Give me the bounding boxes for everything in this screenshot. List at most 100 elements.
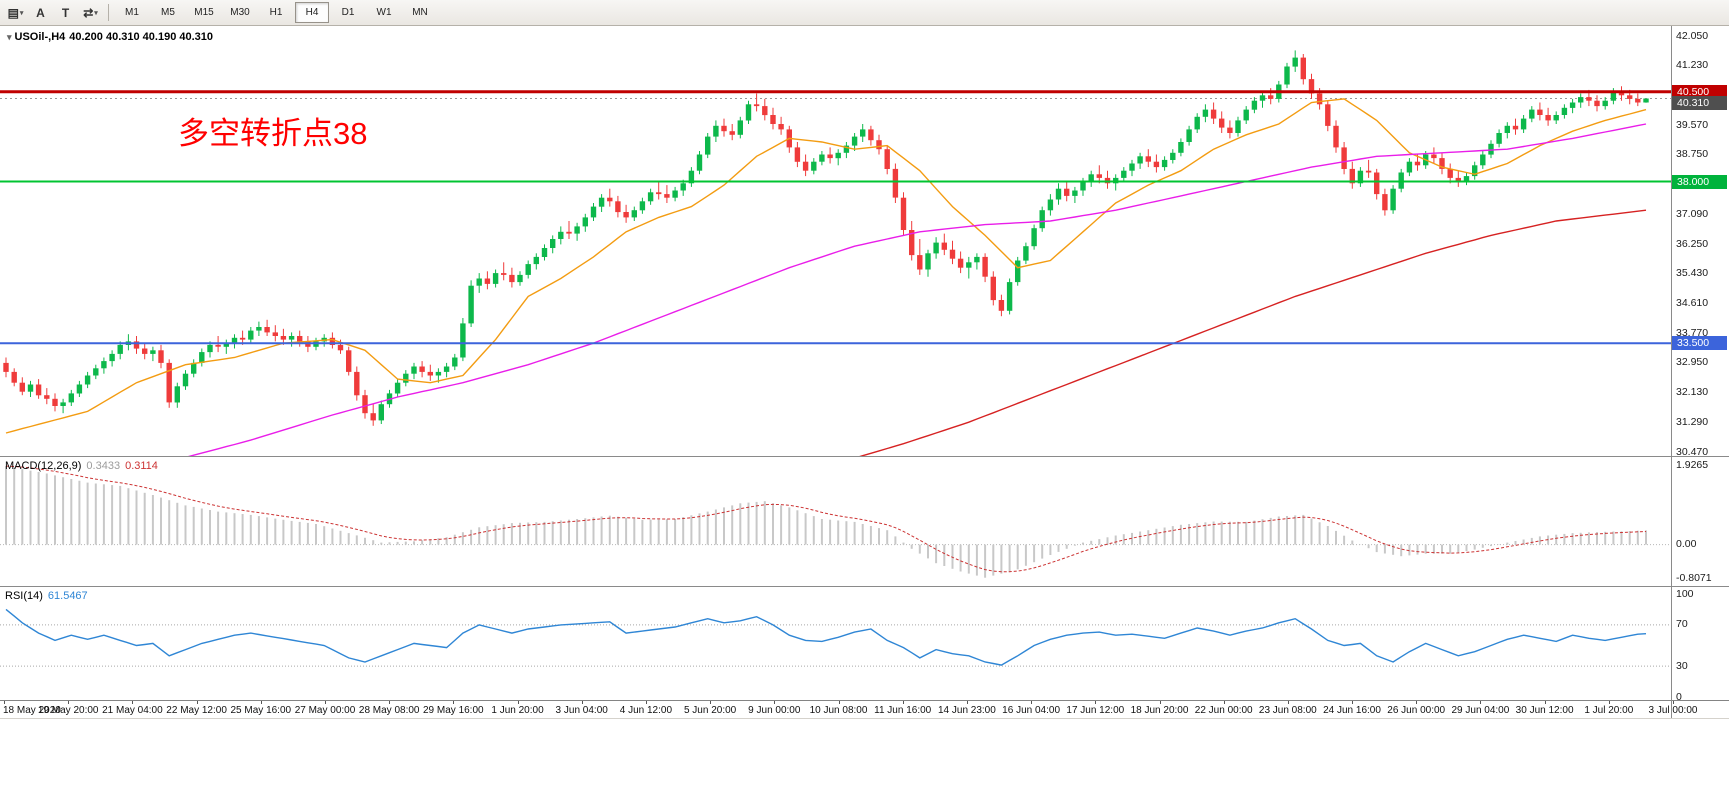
time-axis-label: 10 Jun 08:00 [809, 705, 868, 716]
macd-name: MACD(12,26,9) [5, 460, 82, 472]
time-axis-tick [1223, 701, 1225, 704]
time-axis-tick [453, 701, 455, 704]
time-axis-label: 1 Jun 20:00 [491, 705, 544, 716]
timeframe-mn-button[interactable]: MN [412, 7, 428, 18]
macd-main-value: 0.3433 [86, 460, 121, 472]
price-axis-tick: 100 [1676, 587, 1694, 600]
time-axis-label: 21 May 04:00 [102, 705, 163, 716]
text-annotation-icon: A [36, 5, 45, 20]
rsi-name: RSI(14) [5, 590, 43, 602]
price-axis-tick: 31.290 [1676, 416, 1709, 428]
time-axis-tick [1673, 701, 1674, 704]
time-axis-tick [1544, 701, 1546, 704]
time-axis-tick [1352, 701, 1353, 704]
timeframe-w1-button[interactable]: W1 [376, 7, 392, 18]
price-axis-tick: 0 [1676, 690, 1682, 703]
price-axis-tick: 30 [1676, 659, 1688, 672]
chart-annotation-text[interactable]: 多空转折点38 [178, 116, 368, 151]
time-axis-tick [1608, 701, 1610, 704]
time-axis-label: 3 Jul 00:00 [1648, 705, 1698, 716]
timeframe-m15-button[interactable]: M15 [194, 7, 214, 18]
price-axis-tick: -0.8071 [1676, 571, 1712, 584]
time-axis-label: 5 Jun 20:00 [683, 705, 737, 716]
time-axis-label: 26 Jun 00:00 [1387, 705, 1446, 716]
price-axis-tick: 39.570 [1676, 118, 1709, 131]
time-axis-label: 14 Jun 23:00 [937, 705, 996, 716]
time-axis-tick [132, 701, 134, 704]
macd-label: MACD(12,26,9) 0.3433 0.3114 [5, 460, 163, 472]
rsi-label: RSI(14) 61.5467 [5, 590, 93, 602]
time-axis-label: 19 May 20:00 [37, 705, 99, 716]
text-tool-icon: T [61, 5, 70, 20]
time-axis-label: 11 Jun 16:00 [874, 705, 932, 716]
timeframe-d1-button[interactable]: D1 [341, 7, 355, 18]
price-axis-tick: 1.9265 [1676, 458, 1709, 471]
macd-panel-canvas[interactable] [0, 457, 1671, 586]
time-axis-label: 23 Jun 08:00 [1258, 705, 1317, 716]
price-axis-tick: 32.950 [1676, 356, 1709, 369]
time-axis-tick [645, 701, 647, 704]
time-axis-tick [260, 701, 262, 704]
time-axis-label: 16 Jun 04:00 [1002, 705, 1061, 716]
timeframe-h1-button[interactable]: H1 [269, 7, 283, 18]
time-axis-tick [902, 701, 904, 704]
macd-signal-value: 0.3114 [125, 460, 158, 472]
rsi-panel-canvas[interactable] [0, 587, 1671, 700]
time-axis-label: 29 Jun 04:00 [1451, 705, 1510, 716]
symbol-switch-button[interactable]: ⇄ ▾ [78, 3, 103, 23]
symbol-period-label: USOil-,H4 [14, 31, 66, 43]
price-axis-tick: 35.430 [1676, 267, 1709, 280]
timeframe-m5-button[interactable]: M5 [161, 7, 175, 18]
time-axis-tick [1287, 701, 1289, 704]
time-axis-tick [1031, 701, 1033, 704]
time-axis-tick [966, 701, 968, 704]
timeframe-h4-button[interactable]: H4 [295, 2, 329, 23]
timeframe-m30-button[interactable]: M30 [230, 7, 250, 18]
current-price-badge: 40.310 [1672, 95, 1727, 110]
price-axis-border [1671, 26, 1672, 718]
time-axis-tick [774, 701, 776, 704]
rsi-value: 61.5467 [47, 590, 88, 602]
time-axis-tick [389, 701, 391, 704]
charts-list-button[interactable]: ▤ ▾ [3, 3, 28, 23]
time-axis-label: 24 Jun 16:00 [1323, 705, 1381, 716]
price-axis-tick: 36.250 [1676, 237, 1709, 250]
ohlc-values: 40.200 40.310 40.190 40.310 [69, 31, 214, 43]
time-axis-tick [517, 701, 519, 704]
timeframe-m1-button[interactable]: M1 [125, 7, 139, 18]
panel-divider-rsi[interactable] [0, 586, 1729, 587]
support-price-38-badge: 38.000 [1672, 174, 1727, 189]
price-axis-tick: 0.00 [1676, 538, 1697, 551]
time-axis-tick [1480, 701, 1482, 704]
time-axis-label: 25 May 16:00 [230, 705, 292, 716]
time-axis-tick [1095, 701, 1097, 704]
price-axis-tick: 37.090 [1676, 207, 1709, 220]
time-axis-label: 1 Jul 20:00 [1584, 705, 1634, 716]
support-price-335-badge: 33.500 [1672, 336, 1727, 351]
chevron-down-icon: ▾ [94, 9, 98, 17]
time-axis-label: 28 May 08:00 [358, 705, 420, 716]
text-tool-button[interactable]: T [53, 3, 78, 23]
time-axis-label: 22 Jun 00:00 [1194, 705, 1253, 716]
charts-list-icon: ▤ [7, 5, 19, 20]
price-axis-tick: 33.770 [1676, 327, 1709, 339]
time-axis-tick [4, 701, 5, 704]
symbol-switch-icon: ⇄ [83, 5, 94, 20]
time-axis[interactable]: 18 May 2020 19 May 20:00 21 May 04:00 22 Ma… [0, 700, 1729, 718]
time-axis-label: 18 Jun 20:00 [1130, 705, 1189, 716]
time-axis-label: 30 Jun 12:00 [1515, 705, 1574, 716]
price-axis-tick: 38.750 [1676, 148, 1709, 160]
bottom-edge-line [0, 718, 1729, 719]
time-axis-tick [581, 701, 583, 704]
panel-divider-macd[interactable] [0, 456, 1729, 457]
collapse-arrow-icon[interactable]: ▾ [7, 32, 12, 42]
time-axis-label: 27 May 00:00 [294, 705, 356, 716]
time-axis-label: 22 May 12:00 [166, 705, 227, 716]
main-chart-canvas[interactable] [0, 26, 1671, 456]
price-axis[interactable]: 42.05041.23040.41039.57038.75037.93037.0… [1672, 26, 1729, 718]
toolbar-separator [108, 4, 109, 21]
text-annotation-button[interactable]: A [28, 3, 53, 23]
chevron-down-icon: ▾ [19, 9, 24, 17]
time-axis-label: 3 Jun 04:00 [555, 705, 608, 716]
time-axis-tick [68, 701, 70, 704]
